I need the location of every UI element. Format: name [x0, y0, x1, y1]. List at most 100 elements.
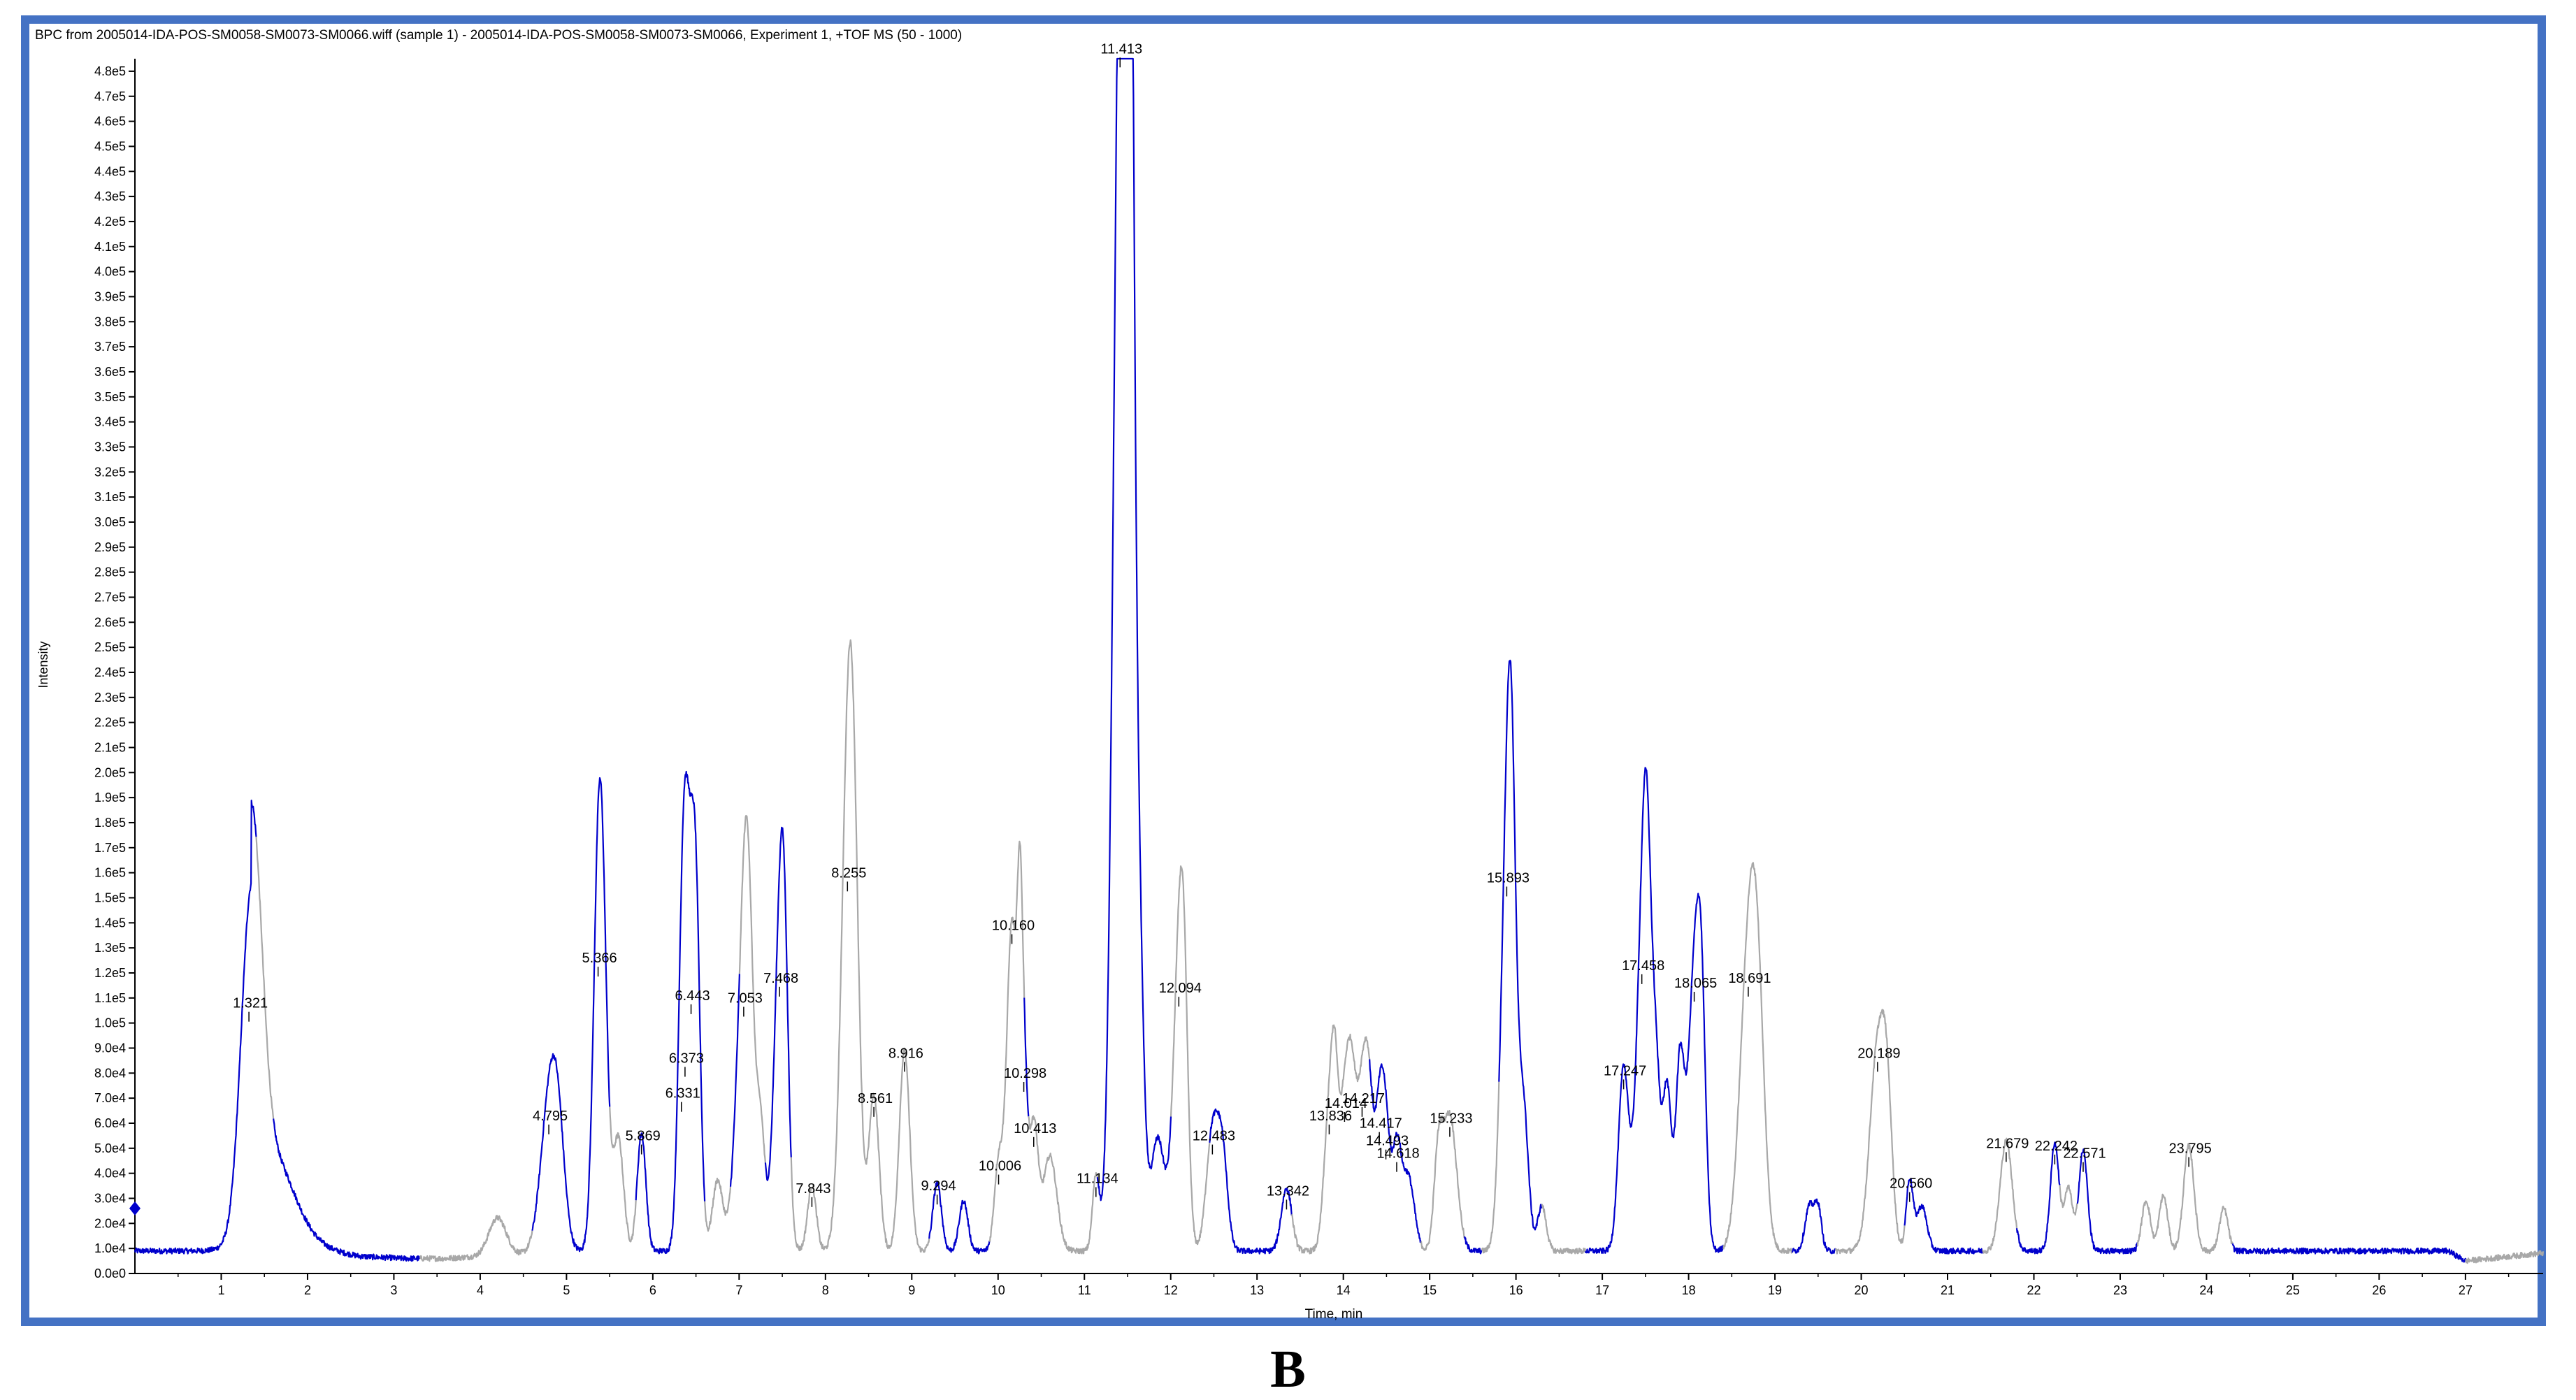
- y-tick-label: 8.0e4: [94, 1066, 126, 1080]
- trace-segment: [1791, 1198, 1836, 1255]
- peak-label: 15.893: [1487, 870, 1530, 886]
- x-tick-label: 3: [390, 1283, 397, 1297]
- y-tick-label: 1.3e5: [94, 941, 126, 955]
- peak-label: 10.160: [992, 918, 1035, 934]
- y-tick-label: 4.4e5: [94, 164, 126, 178]
- y-tick-label: 3.0e5: [94, 515, 126, 529]
- y-tick-label: 0.0e0: [94, 1267, 126, 1280]
- trace-segment: [1541, 1204, 1587, 1255]
- y-tick-label: 3.4e5: [94, 415, 126, 429]
- peak-label: 7.053: [728, 990, 763, 1006]
- y-tick-label: 3.1e5: [94, 490, 126, 504]
- y-tick-label: 9.0e4: [94, 1041, 126, 1055]
- trace-segment: [134, 800, 257, 1255]
- trace-segment: [704, 1177, 732, 1232]
- peak-label: 4.795: [533, 1109, 568, 1124]
- x-tick-label: 25: [2286, 1283, 2300, 1297]
- peak-label: 17.247: [1604, 1063, 1646, 1078]
- peak-label: 14.618: [1376, 1146, 1419, 1162]
- peak-label: 13.342: [1267, 1183, 1309, 1199]
- y-tick-label: 4.8e5: [94, 64, 126, 78]
- y-tick-label: 2.6e5: [94, 615, 126, 629]
- trace-segment: [2465, 1250, 2545, 1264]
- x-tick-label: 7: [735, 1283, 742, 1297]
- y-tick-label: 4.2e5: [94, 215, 126, 229]
- peak-label: 7.468: [763, 971, 798, 986]
- trace-segment: [764, 826, 792, 1181]
- peak-label: 14.014: [1325, 1096, 1367, 1111]
- trace-segment: [2076, 1148, 2138, 1255]
- trace-segment: [635, 770, 706, 1255]
- trace-segment: [1464, 1236, 1483, 1255]
- start-marker: [129, 1201, 141, 1215]
- x-tick-label: 18: [1682, 1283, 1696, 1297]
- peak-label: 12.483: [1193, 1129, 1235, 1144]
- y-tick-label: 4.0e4: [94, 1167, 126, 1181]
- y-tick-label: 2.4e5: [94, 665, 126, 679]
- y-tick-label: 2.0e4: [94, 1216, 126, 1230]
- peak-labels: 1.321 4.795 5.366 5.869 6.331 6.373 6.443 7.053…: [233, 41, 2212, 1210]
- trace-segment: [1170, 865, 1211, 1246]
- trace-segment: [1498, 659, 1543, 1231]
- trace-segment: [1290, 1024, 1371, 1255]
- trace-segment: [2059, 1184, 2078, 1216]
- y-tick-label: 1.9e5: [94, 791, 126, 804]
- y-tick-label: 3.6e5: [94, 365, 126, 379]
- x-axis-label: Time, min: [1305, 1307, 1363, 1322]
- x-tick-label: 22: [2027, 1283, 2041, 1297]
- y-tick-label: 1.8e5: [94, 816, 126, 830]
- y-tick-label: 2.3e5: [94, 691, 126, 705]
- y-tick-label: 3.5e5: [94, 390, 126, 404]
- peak-label: 5.366: [582, 951, 617, 966]
- y-tick-label: 1.4e5: [94, 916, 126, 930]
- y-tick-label: 2.0e5: [94, 765, 126, 779]
- peak-label: 21.679: [1986, 1136, 2029, 1151]
- trace-segment: [273, 1118, 421, 1262]
- peak-label: 11.134: [1077, 1171, 1118, 1186]
- chromatogram-trace: [129, 57, 2545, 1264]
- peak-label: 23.795: [2169, 1141, 2212, 1156]
- trace-segment: [790, 639, 930, 1253]
- peak-label: 20.560: [1890, 1176, 1932, 1192]
- peak-label: 8.916: [888, 1046, 923, 1061]
- peak-label: 7.843: [796, 1181, 830, 1197]
- x-tick-label: 13: [1250, 1283, 1264, 1297]
- chart-title: BPC from 2005014-IDA-POS-SM0058-SM0073-S…: [35, 28, 962, 43]
- peak-label: 8.255: [831, 865, 866, 881]
- x-tick-label: 14: [1337, 1283, 1351, 1297]
- x-tick-label: 21: [1941, 1283, 1955, 1297]
- y-tick-label: 3.9e5: [94, 289, 126, 303]
- trace-segment: [2136, 1143, 2233, 1255]
- figure-caption: B: [1270, 1340, 1306, 1399]
- y-tick-label: 1.5e5: [94, 890, 126, 904]
- trace-segment: [1096, 57, 1172, 1201]
- trace-segment: [1722, 862, 1793, 1254]
- y-tick-label: 3.3e5: [94, 440, 126, 454]
- x-tick-label: 27: [2459, 1283, 2473, 1297]
- peak-label: 10.413: [1014, 1121, 1056, 1136]
- peak-label: 6.443: [675, 988, 710, 1004]
- x-tick-label: 10: [991, 1283, 1005, 1297]
- trace-segment: [988, 840, 1026, 1242]
- y-tick-label: 3.0e4: [94, 1191, 126, 1205]
- trace-segment: [255, 837, 275, 1119]
- x-tick-label: 16: [1509, 1283, 1523, 1297]
- trace-segment: [738, 814, 766, 1163]
- y-tick-label: 3.2e5: [94, 465, 126, 479]
- y-tick-label: 4.7e5: [94, 89, 126, 103]
- y-tick-label: 3.8e5: [94, 315, 126, 329]
- x-tick-label: 20: [1855, 1283, 1869, 1297]
- peak-label: 6.331: [665, 1086, 700, 1102]
- y-tick-label: 1.1e5: [94, 991, 126, 1005]
- trace-segment: [729, 974, 740, 1187]
- trace-segment: [1584, 767, 1725, 1254]
- peak-label: 22.571: [2063, 1146, 2106, 1162]
- figure-frame: [21, 15, 2546, 1326]
- x-tick-label: 8: [822, 1283, 829, 1297]
- y-tick-label: 2.8e5: [94, 565, 126, 579]
- y-tick-label: 4.1e5: [94, 240, 126, 254]
- trace-segment: [928, 1181, 991, 1255]
- y-tick-label: 4.6e5: [94, 115, 126, 129]
- trace-segment: [609, 1106, 637, 1243]
